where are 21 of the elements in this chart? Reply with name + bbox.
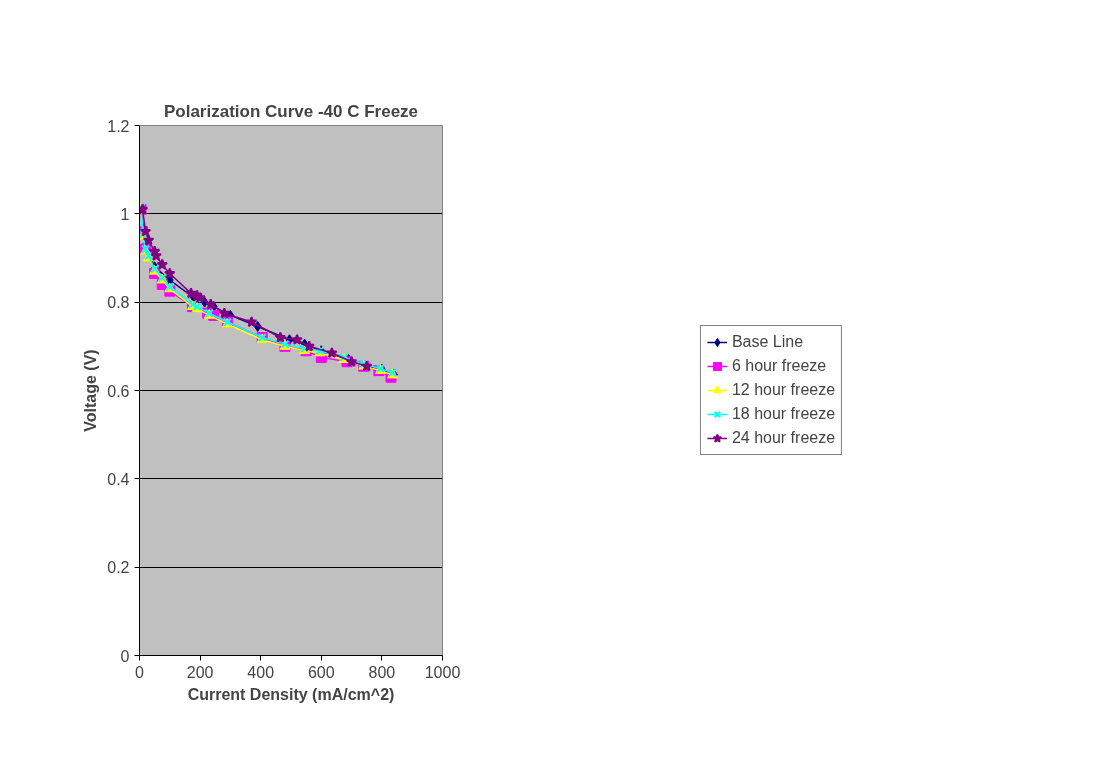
x-tick-label: 200 [186, 663, 214, 681]
x-tick-label: 400 [247, 663, 275, 681]
y-tick-label: 0.8 [107, 294, 130, 312]
y-tick-label: 0.2 [107, 559, 130, 577]
x-tick-label: 600 [307, 663, 335, 681]
y-tick-label: 1 [120, 205, 130, 223]
x-tick-label: 800 [368, 663, 396, 681]
y-tick-label: 1.2 [107, 117, 130, 135]
legend-label: 6 hour freeze [731, 357, 827, 375]
y-tick-label: 0.4 [107, 470, 130, 488]
y-axis-title: Voltage (V) [82, 349, 100, 432]
legend-label: 18 hour freeze [731, 405, 836, 423]
chart-title: Polarization Curve -40 C Freeze [163, 101, 419, 121]
y-tick-label: 0 [120, 647, 130, 665]
legend-label: 12 hour freeze [731, 381, 836, 399]
legend-label: Base Line [731, 333, 804, 351]
x-axis-title: Current Density (mA/cm^2) [187, 685, 395, 703]
legend-label: 24 hour freeze [731, 429, 836, 447]
y-tick-label: 0.6 [107, 382, 130, 400]
x-tick-label: 1000 [424, 663, 461, 681]
x-tick-label: 0 [135, 663, 145, 681]
